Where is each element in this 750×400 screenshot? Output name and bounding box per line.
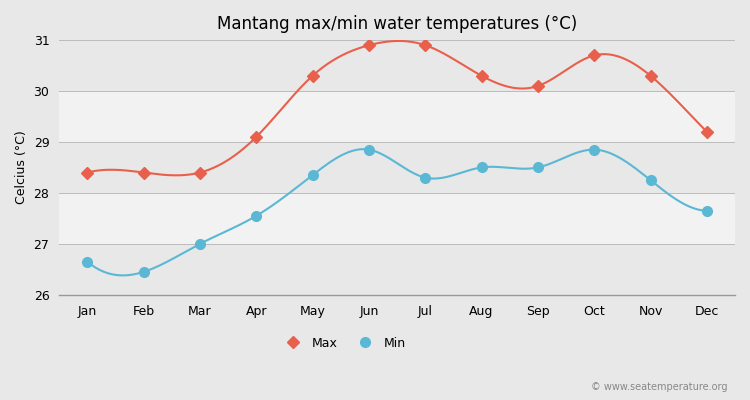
Max — [702, 129, 711, 134]
Max — [477, 73, 486, 78]
Bar — [59, 193, 735, 244]
Max — [308, 73, 317, 78]
Line: Max: Max — [83, 41, 711, 177]
Min — [421, 175, 430, 180]
Text: © www.seatemperature.org: © www.seatemperature.org — [591, 382, 728, 392]
Max — [590, 53, 598, 58]
Max — [364, 43, 374, 48]
Max — [252, 134, 261, 139]
Y-axis label: Celcius (°C): Celcius (°C) — [15, 130, 28, 204]
Min — [252, 214, 261, 218]
Min — [590, 147, 598, 152]
Max — [82, 170, 92, 175]
Title: Mantang max/min water temperatures (°C): Mantang max/min water temperatures (°C) — [217, 15, 578, 33]
Min — [196, 242, 205, 246]
Min — [646, 178, 655, 182]
Min — [140, 270, 148, 274]
Min — [533, 165, 542, 170]
Bar — [59, 91, 735, 142]
Min — [702, 208, 711, 213]
Min — [308, 173, 317, 178]
Max — [646, 73, 655, 78]
Max — [196, 170, 205, 175]
Max — [421, 43, 430, 48]
Line: Min: Min — [82, 145, 712, 277]
Min — [364, 147, 374, 152]
Min — [82, 259, 92, 264]
Legend: Max, Min: Max, Min — [275, 332, 411, 355]
Max — [140, 170, 148, 175]
Max — [533, 84, 542, 88]
Min — [477, 165, 486, 170]
